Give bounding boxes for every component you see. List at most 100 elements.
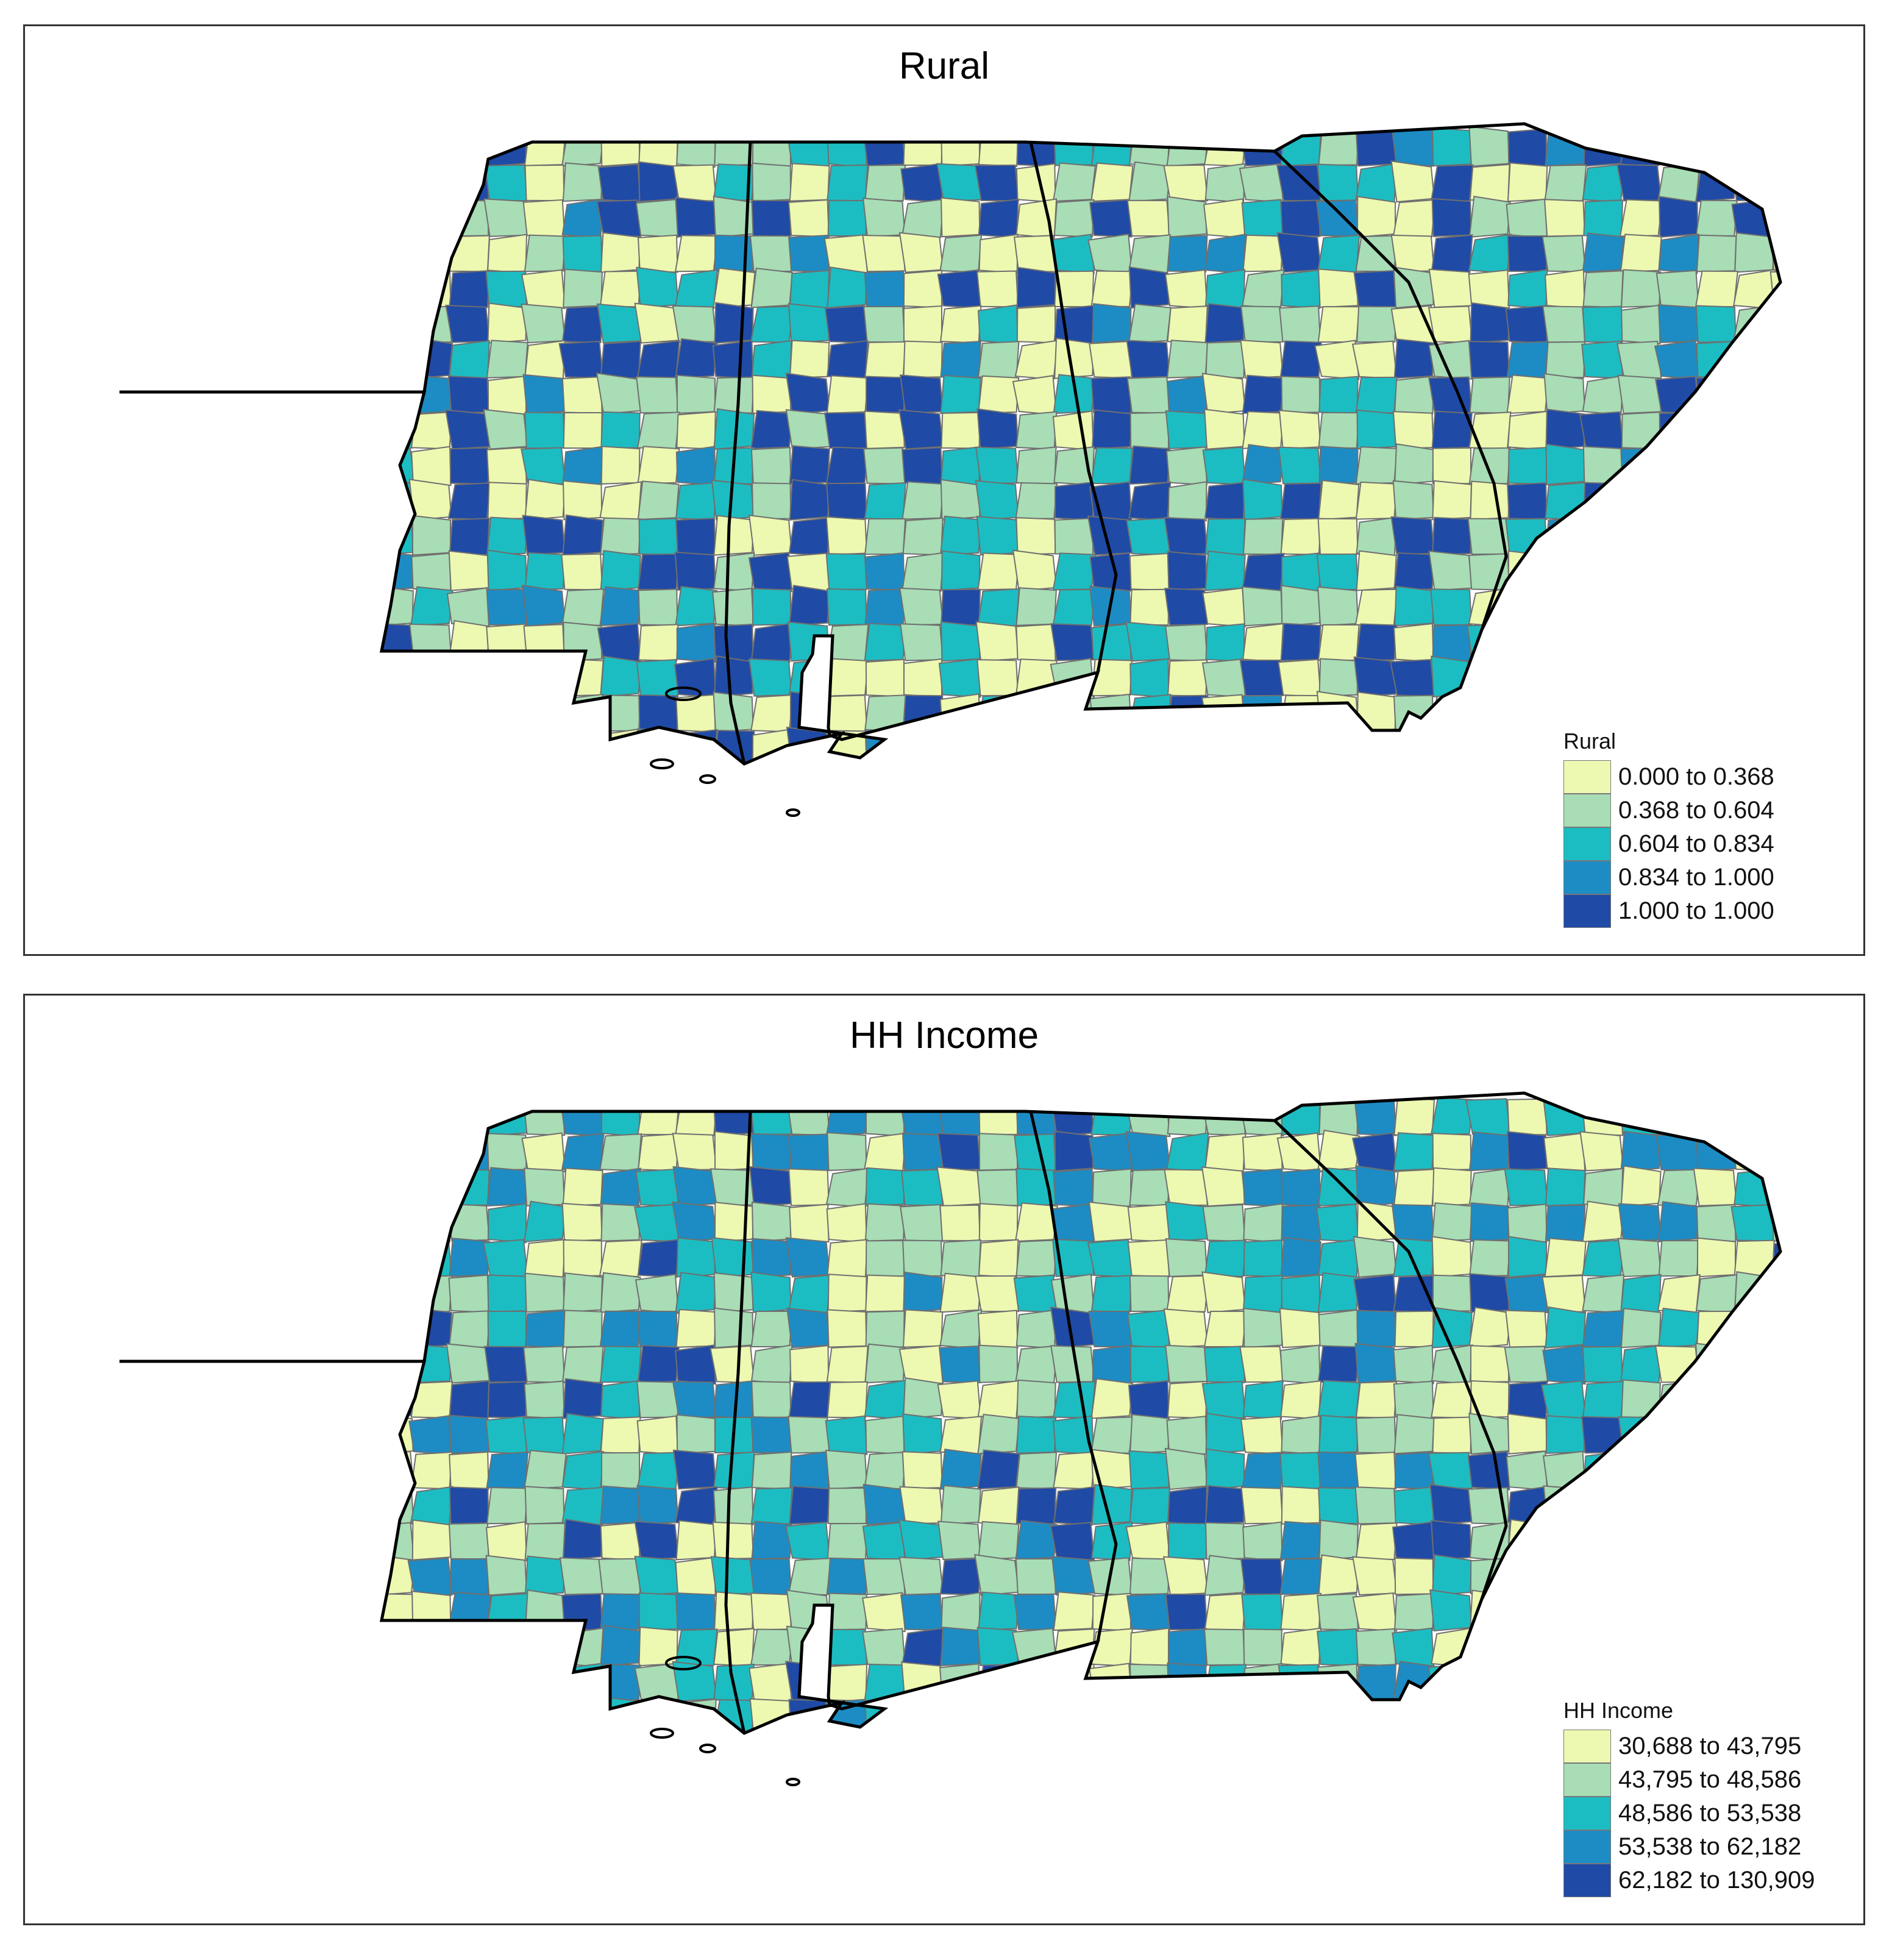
county-polygon (1317, 518, 1359, 555)
county-polygon (559, 1557, 603, 1595)
county-polygon (713, 655, 755, 698)
county-polygon (675, 1556, 716, 1597)
county-polygon (1239, 163, 1284, 203)
county-polygon (447, 1591, 492, 1631)
county-polygon (563, 1272, 603, 1313)
county-polygon (1238, 1097, 1284, 1137)
county-polygon (523, 1200, 567, 1243)
county-polygon (862, 1483, 906, 1525)
county-polygon (600, 1522, 641, 1561)
county-polygon (936, 163, 982, 202)
county-polygon (1468, 126, 1510, 167)
income-legend-item: 43,795 to 48,586 (1563, 1763, 1815, 1797)
county-polygon (1432, 516, 1473, 555)
legend-swatch (1563, 760, 1611, 794)
county-polygon (1468, 447, 1511, 485)
county-polygon (862, 1592, 906, 1633)
county-polygon (1468, 196, 1511, 238)
county-polygon (1394, 1310, 1434, 1348)
county-polygon (1393, 1414, 1435, 1455)
county-polygon (1241, 1593, 1284, 1631)
county-polygon (1089, 1662, 1133, 1703)
county-polygon (596, 372, 642, 415)
county-polygon (600, 694, 641, 732)
county-polygon (1545, 1306, 1587, 1349)
county-polygon (1540, 1380, 1587, 1420)
county-polygon (1202, 587, 1246, 627)
county-polygon (1621, 304, 1661, 345)
county-polygon (672, 1381, 717, 1419)
county-polygon (562, 1167, 603, 1206)
county-polygon (1392, 411, 1434, 449)
county-polygon (1088, 1201, 1133, 1242)
county-polygon (786, 1589, 830, 1632)
county-polygon (524, 127, 566, 166)
county-polygon (1467, 1450, 1510, 1491)
county-polygon (1278, 446, 1321, 485)
county-polygon (827, 1309, 867, 1348)
county-polygon (1204, 1592, 1247, 1631)
state-boundary (1029, 141, 1118, 673)
county-polygon (862, 1628, 906, 1667)
county-polygon (638, 588, 678, 626)
county-polygon (1088, 1132, 1133, 1172)
county-polygon (713, 624, 754, 662)
county-polygon (1090, 162, 1134, 202)
county-polygon (1090, 1521, 1133, 1561)
county-polygon (1579, 1131, 1624, 1172)
county-polygon (976, 270, 1019, 308)
county-polygon (1506, 198, 1548, 239)
county-polygon (633, 1203, 680, 1242)
county-polygon (1545, 443, 1585, 485)
county-polygon (1016, 1379, 1056, 1419)
county-polygon (636, 1415, 679, 1455)
county-polygon (1656, 1098, 1699, 1136)
county-polygon (446, 1343, 490, 1384)
county-polygon (524, 1486, 565, 1525)
county-polygon (486, 340, 528, 379)
county-polygon (635, 1274, 679, 1314)
county-polygon (749, 1698, 792, 1733)
county-polygon (1243, 1203, 1283, 1244)
county-polygon (600, 517, 642, 555)
county-polygon (1164, 588, 1208, 626)
county-polygon (864, 270, 905, 308)
county-polygon (1281, 376, 1321, 414)
county-polygon (1317, 1380, 1360, 1419)
county-polygon (789, 1203, 830, 1242)
county-polygon (635, 199, 679, 238)
county-polygon (940, 1239, 981, 1278)
county-polygon (865, 1415, 905, 1455)
county-polygon (1582, 270, 1624, 308)
county-polygon (898, 232, 944, 273)
county-polygon (1240, 1416, 1284, 1455)
county-polygon (675, 446, 716, 486)
county-polygon (1432, 624, 1472, 661)
county-polygon (899, 1097, 944, 1136)
county-polygon (1164, 1169, 1208, 1206)
county-polygon (1204, 303, 1247, 344)
county-polygon (1240, 1486, 1284, 1525)
county-polygon (977, 375, 1020, 414)
county-polygon (522, 1416, 566, 1454)
county-polygon (902, 1451, 943, 1489)
county-polygon (1356, 1416, 1396, 1454)
county-polygon (486, 549, 527, 592)
county-polygon (1317, 1272, 1360, 1313)
county-polygon (1659, 196, 1699, 238)
county-polygon (444, 409, 491, 450)
county-polygon (638, 624, 679, 661)
county-polygon (597, 729, 641, 764)
legend-swatch (1563, 827, 1611, 861)
county-polygon (974, 1554, 1020, 1597)
county-polygon (447, 375, 489, 414)
county-polygon (1693, 1167, 1737, 1206)
county-polygon (599, 1310, 642, 1348)
county-polygon (751, 1238, 792, 1278)
county-polygon (865, 1167, 905, 1207)
county-polygon (827, 266, 868, 309)
county-polygon (1241, 199, 1284, 238)
county-polygon (1090, 1378, 1134, 1419)
county-polygon (1163, 164, 1209, 202)
county-polygon (1318, 268, 1359, 308)
